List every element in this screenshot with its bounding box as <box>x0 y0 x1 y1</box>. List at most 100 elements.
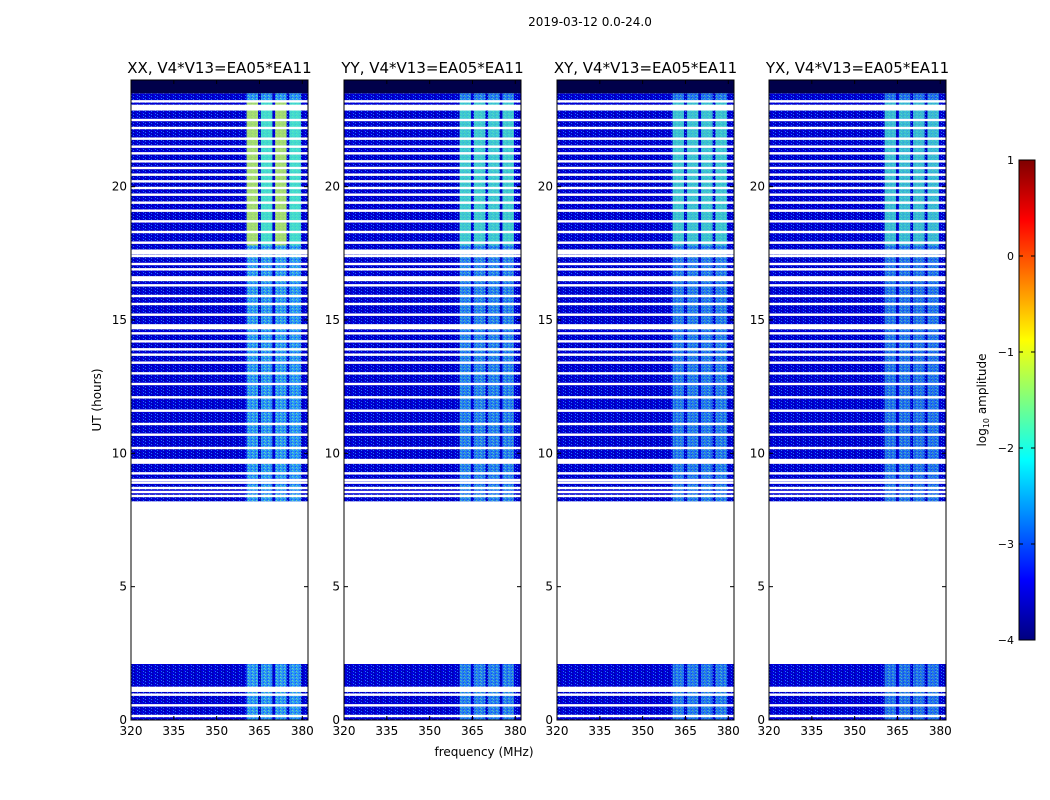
flagged-band <box>557 458 734 464</box>
flagged-row <box>344 372 521 375</box>
flagged-row <box>131 433 308 436</box>
flagged-row <box>557 494 734 498</box>
hot-channel <box>502 93 514 502</box>
flagged-row <box>131 340 308 343</box>
flagged-band <box>557 249 734 255</box>
colorbar-tick-label: −2 <box>998 442 1014 455</box>
flagged-row <box>557 409 734 412</box>
hot-channel <box>898 664 911 720</box>
flagged-row <box>769 201 946 204</box>
flagged-row <box>769 409 946 412</box>
flagged-row <box>557 241 734 244</box>
flagged-row <box>769 193 946 196</box>
flagged-row <box>344 481 521 484</box>
flagged-row <box>344 446 521 450</box>
colorbar-label-sub: 10 <box>982 418 991 428</box>
heatmap-dark-stripe <box>557 80 734 94</box>
flagged-band <box>131 104 308 110</box>
strong-channel <box>275 101 287 246</box>
hot-channel <box>459 664 472 720</box>
flagged-row <box>131 254 308 258</box>
y-tick-label: 20 <box>325 180 340 194</box>
flagged-row <box>557 396 734 399</box>
x-tick-label: 335 <box>162 724 185 738</box>
flagged-row <box>769 230 946 234</box>
hot-channel <box>927 93 939 502</box>
y-tick-label: 5 <box>757 580 765 594</box>
hot-channel <box>913 93 925 502</box>
strong-channel <box>927 101 939 246</box>
strong-channel <box>898 101 911 246</box>
flagged-row <box>557 137 734 140</box>
y-tick-label: 15 <box>750 313 765 327</box>
hot-channel <box>488 664 500 720</box>
strong-channel <box>913 101 925 246</box>
hot-channel <box>473 664 486 720</box>
flagged-row <box>557 486 734 490</box>
hot-channel <box>246 664 259 720</box>
flagged-band <box>344 249 521 255</box>
x-tick-label: 320 <box>120 724 143 738</box>
y-axis-label: UT (hours) <box>90 368 104 431</box>
flagged-row <box>557 284 734 287</box>
hot-channel <box>473 93 486 502</box>
flagged-band <box>344 104 521 110</box>
flagged-row <box>131 396 308 399</box>
axes-frame <box>343 79 522 721</box>
flagged-row <box>769 490 946 494</box>
flagged-row <box>131 294 308 298</box>
y-tick-label: 5 <box>545 580 553 594</box>
flagged-row <box>557 152 734 155</box>
flagged-row <box>131 446 308 450</box>
flagged-band <box>557 324 734 330</box>
hot-channel <box>289 93 301 502</box>
y-tick-label: 15 <box>325 313 340 327</box>
flagged-row <box>131 230 308 234</box>
x-tick-label: 335 <box>375 724 398 738</box>
flagged-row <box>769 382 946 386</box>
heatmap-dark-stripe <box>344 80 521 94</box>
x-tick-label: 350 <box>843 724 866 738</box>
axes-frame <box>768 79 947 721</box>
flagged-row <box>344 166 521 170</box>
axes-frame <box>130 79 309 721</box>
flagged-band <box>557 686 734 692</box>
flagged-row <box>557 160 734 163</box>
strong-channel <box>686 101 699 246</box>
flagged-row <box>769 704 946 707</box>
flagged-row <box>131 332 308 335</box>
flagged-row <box>557 332 734 335</box>
hot-channel <box>701 664 713 720</box>
flagged-row <box>131 160 308 163</box>
flagged-row <box>344 693 521 696</box>
flagged-row <box>131 145 308 148</box>
flagged-row <box>344 180 521 183</box>
x-tick-label: 320 <box>333 724 356 738</box>
flagged-row <box>557 340 734 343</box>
figure-suptitle: 2019-03-12 0.0-24.0 <box>528 15 652 29</box>
flagged-row <box>557 704 734 707</box>
flagged-row <box>769 126 946 130</box>
flagged-row <box>344 409 521 412</box>
x-tick-label: 350 <box>631 724 654 738</box>
flagged-row <box>344 396 521 399</box>
axes-frame <box>556 79 735 721</box>
y-tick-label: 0 <box>119 713 127 727</box>
flagged-row <box>557 302 734 306</box>
flagged-row <box>769 486 946 490</box>
flagged-row <box>769 166 946 170</box>
hot-channel <box>488 93 500 502</box>
colorbar-label: log10 amplitude <box>975 354 991 447</box>
strong-channel <box>701 101 713 246</box>
flagged-row <box>769 313 946 316</box>
flagged-row <box>769 372 946 375</box>
flagged-row <box>344 118 521 122</box>
flagged-row <box>344 160 521 163</box>
x-tick-label: 350 <box>205 724 228 738</box>
strong-channel <box>459 101 472 246</box>
flagged-row <box>344 230 521 234</box>
flagged-row <box>769 160 946 163</box>
flagged-row <box>557 382 734 386</box>
strong-channel <box>289 101 301 246</box>
flagged-row <box>344 145 521 148</box>
